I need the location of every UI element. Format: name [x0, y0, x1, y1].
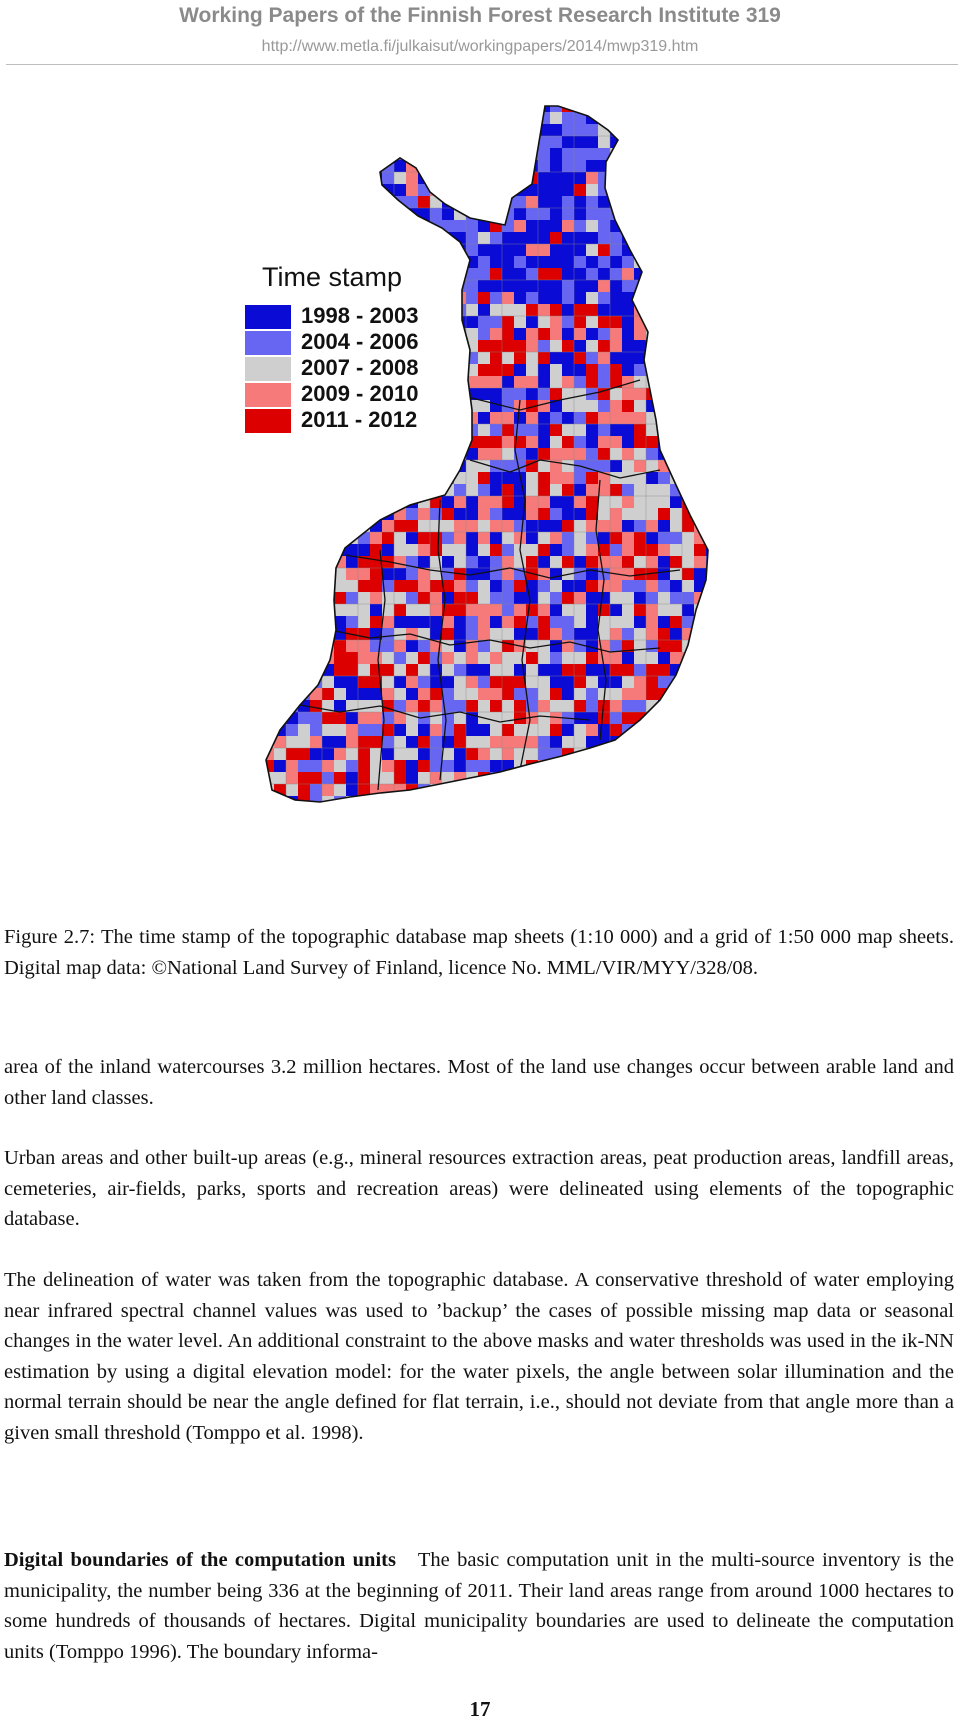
section-heading: Digital boundaries of the computation un…: [4, 1549, 396, 1571]
running-header-url[interactable]: http://www.metla.fi/julkaisut/workingpap…: [261, 38, 699, 55]
legend-swatch: [245, 383, 291, 407]
legend-label: 2004 - 2006: [301, 329, 419, 354]
finland-time-stamp-map: [265, 105, 709, 803]
legend-swatch: [245, 305, 291, 329]
legend-label: 1998 - 2003: [301, 303, 419, 328]
header-divider: [6, 64, 958, 65]
legend-swatch: [245, 409, 291, 433]
section-text: The basic computation unit in the multi-…: [4, 1549, 954, 1663]
legend-swatch: [245, 331, 291, 355]
figure-caption: Figure 2.7: The time stamp of the topogr…: [4, 926, 954, 979]
body-paragraph: Digital boundaries of the computation un…: [4, 1545, 954, 1667]
body-paragraph: Urban areas and other built-up areas (e.…: [4, 1147, 954, 1230]
body-paragraph: The delineation of water was taken from …: [4, 1269, 954, 1444]
legend-label: 2011 - 2012: [301, 407, 418, 432]
legend-label: 2009 - 2010: [301, 381, 419, 406]
running-header-title: Working Papers of the Finnish Forest Res…: [179, 4, 781, 27]
legend-swatch: [245, 357, 291, 381]
body-paragraph: area of the inland watercourses 3.2 mill…: [4, 1056, 954, 1109]
legend-label: 2007 - 2008: [301, 355, 419, 380]
page-number: 17: [469, 1697, 491, 1721]
legend-title: Time stamp: [262, 262, 403, 292]
